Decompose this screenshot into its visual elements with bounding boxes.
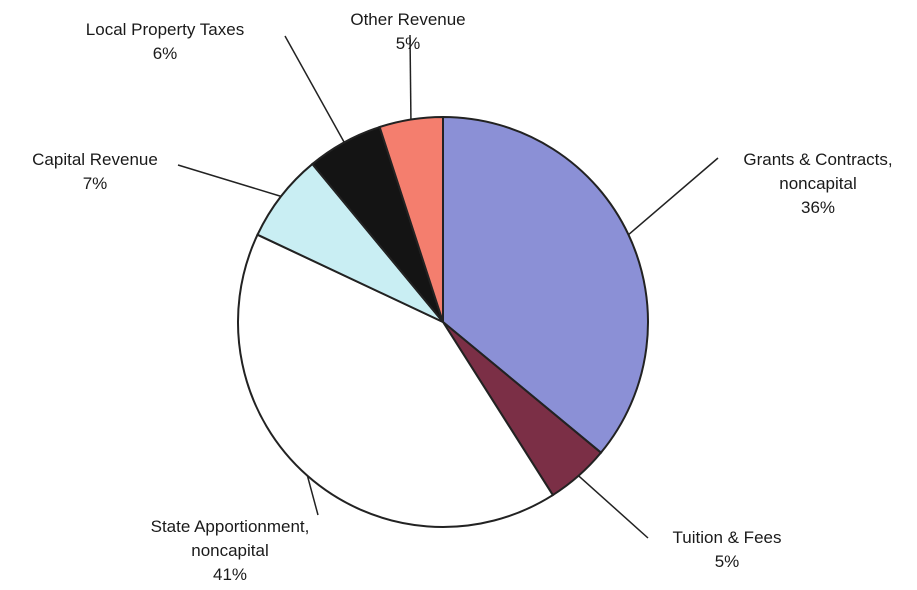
pie-slice (442, 115, 649, 455)
slice-name: Grants & Contracts, noncapital (743, 150, 893, 193)
slice-name: Local Property Taxes (85, 20, 245, 39)
slice-percent: 5% (395, 34, 421, 53)
slice-label: Capital Revenue 7% (0, 148, 195, 196)
slice-name: Capital Revenue (32, 150, 158, 169)
leader-line (578, 475, 649, 539)
slice-label: Grants & Contracts, noncapital 36% (718, 148, 917, 220)
slice-percent: 7% (82, 174, 108, 193)
leader-line (306, 475, 319, 516)
slice-percent: 6% (152, 44, 178, 63)
leader-line (177, 164, 282, 198)
slice-name: Other Revenue (350, 10, 466, 29)
slice-label: Local Property Taxes 6% (55, 18, 275, 66)
slice-percent: 36% (800, 198, 836, 217)
leader-line (628, 157, 719, 236)
slice-name: State Apportionment, noncapital (150, 517, 310, 560)
slice-label: Other Revenue 5% (308, 8, 508, 56)
slice-label: Tuition & Fees 5% (627, 526, 827, 574)
slice-percent: 41% (212, 565, 248, 584)
slice-label: State Apportionment, noncapital 41% (125, 515, 335, 587)
slice-name: Tuition & Fees (672, 528, 782, 547)
leader-line (284, 35, 345, 143)
slice-percent: 5% (714, 552, 740, 571)
leader-line (409, 34, 412, 120)
pie-slice (237, 233, 555, 528)
